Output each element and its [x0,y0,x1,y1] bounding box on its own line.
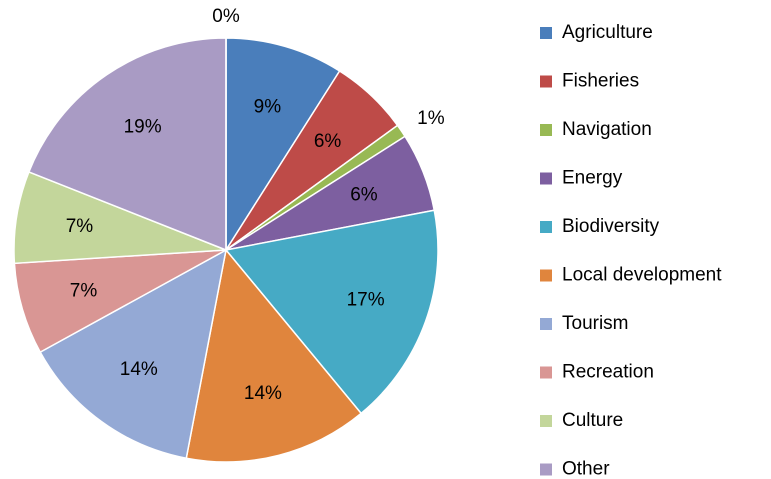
data-label: 7% [66,216,94,237]
data-label: 14% [120,359,158,380]
legend-swatch [540,366,552,379]
data-label: 0% [212,6,240,27]
data-label: 6% [314,131,342,152]
pie-slice [185,248,363,463]
legend-swatch [540,172,552,185]
data-label: 17% [347,289,385,310]
legend-label: Culture [562,410,623,431]
data-label: 19% [124,116,162,137]
legend-label: Other [562,459,610,479]
legend-label: Energy [562,168,623,189]
legend-swatch [540,27,552,39]
pie-slice [224,209,439,415]
legend-swatch [540,124,552,136]
legend-swatch [540,75,552,88]
data-label: 6% [350,184,378,205]
pie-slice [225,37,341,253]
legend-swatch [540,221,552,233]
legend-label: Navigation [562,119,652,140]
legend-label: Tourism [562,313,629,334]
data-label: 9% [254,97,282,118]
legend-swatch [540,269,552,282]
legend-swatch [540,463,552,476]
legend-swatch [540,415,552,427]
legend-label: Fisheries [562,71,639,92]
data-label: 1% [417,108,445,129]
data-label: 7% [70,280,98,301]
legend-label: Recreation [562,362,654,383]
data-label: 14% [244,383,282,404]
pie-slice [39,248,228,460]
legend-swatch [540,318,552,330]
pie-slice [27,37,227,252]
legend-label: Local development [562,265,722,286]
legend-label: Biodiversity [562,216,660,237]
legend-label: Agriculture [562,22,653,43]
